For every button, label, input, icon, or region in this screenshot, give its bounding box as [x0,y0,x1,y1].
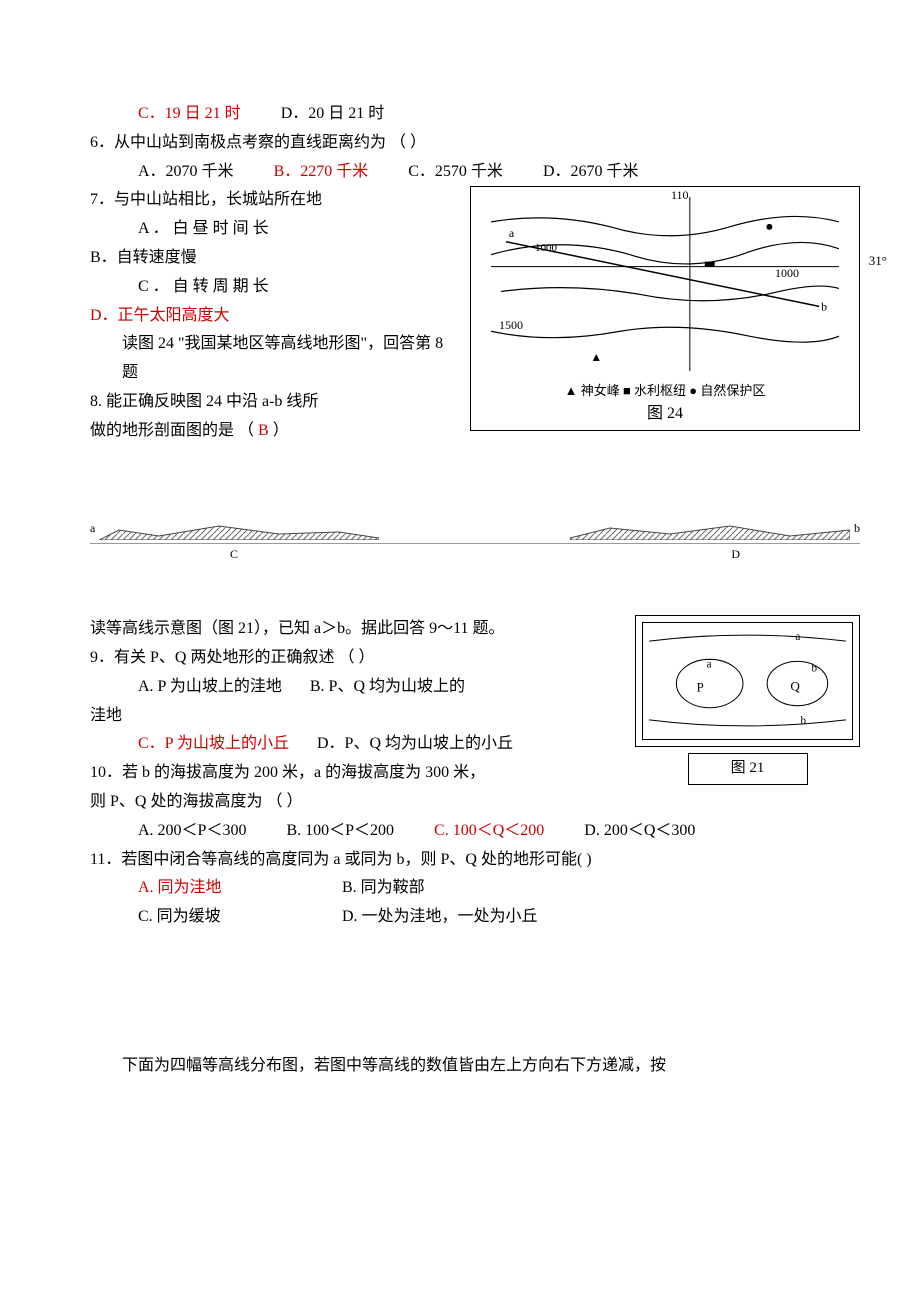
fig24-contour-1000-right: 1000 [775,263,799,285]
section-label-a: a [90,518,95,540]
fig21-caption: 图 21 [688,753,808,785]
q5-option-d: D．20 日 21 时 [281,100,385,129]
svg-text:▲: ▲ [590,350,602,364]
q11-option-b: B. 同为鞍部 [342,879,425,896]
fig24-lat-label: 31° [869,249,887,272]
fig24-contour-1500: 1500 [499,315,523,337]
q10-option-b: B. 100＜P＜200 [286,817,394,846]
q9-option-b: B. P、Q 均为山坡上的 [310,678,465,695]
figure-21-container: a a P b Q b 图 21 [635,615,860,785]
section-label-b: b [854,518,860,540]
svg-text:b: b [800,715,806,727]
figure-21-svg: a a P b Q b [643,623,852,739]
q11-cd-line: C. 同为缓坡 D. 一处为洼地，一处为小丘 [138,903,860,932]
figure-24: a b ▲ 110 31° 1500 1000 1000 ▲ 神女峰 ■ 水利枢… [470,186,860,431]
hatch-left [99,522,379,540]
q9-option-d: D．P、Q 均为山坡上的小丘 [317,735,513,752]
q6-option-a: A．2070 千米 [138,158,234,187]
q10-option-a: A. 200＜P＜300 [138,817,246,846]
svg-text:Q: Q [790,679,800,694]
q6-option-d: D．2670 千米 [543,158,639,187]
q8-text3: ） [273,422,289,439]
q11-option-a: A. 同为洼地 [138,874,338,903]
section-label-d: D [731,544,740,566]
q10-option-d: D. 200＜Q＜300 [584,817,695,846]
q9-option-c: C．P 为山坡上的小丘 [138,735,289,752]
svg-text:b: b [821,300,827,314]
section-sub-labels: C D [90,544,860,566]
figure-21: a a P b Q b [635,615,860,747]
q11-option-d: D. 一处为洼地，一处为小丘 [342,908,538,925]
hatch-right [570,522,850,540]
q11-option-c: C. 同为缓坡 [138,903,338,932]
q8-answer: B [258,422,273,439]
q6-text: 6．从中山站到南极点考察的直线距离约为 （ ） [90,129,860,158]
q6-options: A．2070 千米 B．2270 千米 C．2570 千米 D．2670 千米 [138,158,860,187]
figure-24-container: a b ▲ 110 31° 1500 1000 1000 ▲ 神女峰 ■ 水利枢… [470,186,860,431]
q11-ab-line: A. 同为洼地 B. 同为鞍部 [138,874,860,903]
q11-text: 11．若图中闭合等高线的高度同为 a 或同为 b，则 P、Q 处的地形可能( ) [90,846,860,875]
q8-text2: 做的地形剖面图的是 （ [90,422,254,439]
q5-options: C．19 日 21 时 D．20 日 21 时 [138,100,860,129]
q6-option-b: B．2270 千米 [274,158,369,187]
fig24-contour-1000-left: 1000 [535,239,557,259]
svg-text:b: b [812,663,818,675]
profile-sections: a b [90,516,860,544]
svg-text:a: a [707,659,712,671]
fig24-lon-label: 110 [671,185,689,207]
fig24-caption: 图 24 [471,400,859,429]
svg-text:a: a [509,226,515,240]
svg-text:P: P [697,680,704,695]
q9-option-a: A. P 为山坡上的洼地 [138,678,282,695]
q5-option-c: C．19 日 21 时 [138,100,241,129]
last-paragraph: 下面为四幅等高线分布图，若图中等高线的数值皆由左上方向右下方递减，按 [122,1052,860,1081]
q10-text2: 则 P、Q 处的海拔高度为 （ ） [90,788,860,817]
q10-option-c: C. 100＜Q＜200 [434,817,544,846]
section-label-c: C [230,544,238,566]
q6-option-c: C．2570 千米 [408,158,503,187]
svg-text:a: a [795,631,800,643]
q10-options: A. 200＜P＜300 B. 100＜P＜200 C. 100＜Q＜200 D… [138,817,860,846]
